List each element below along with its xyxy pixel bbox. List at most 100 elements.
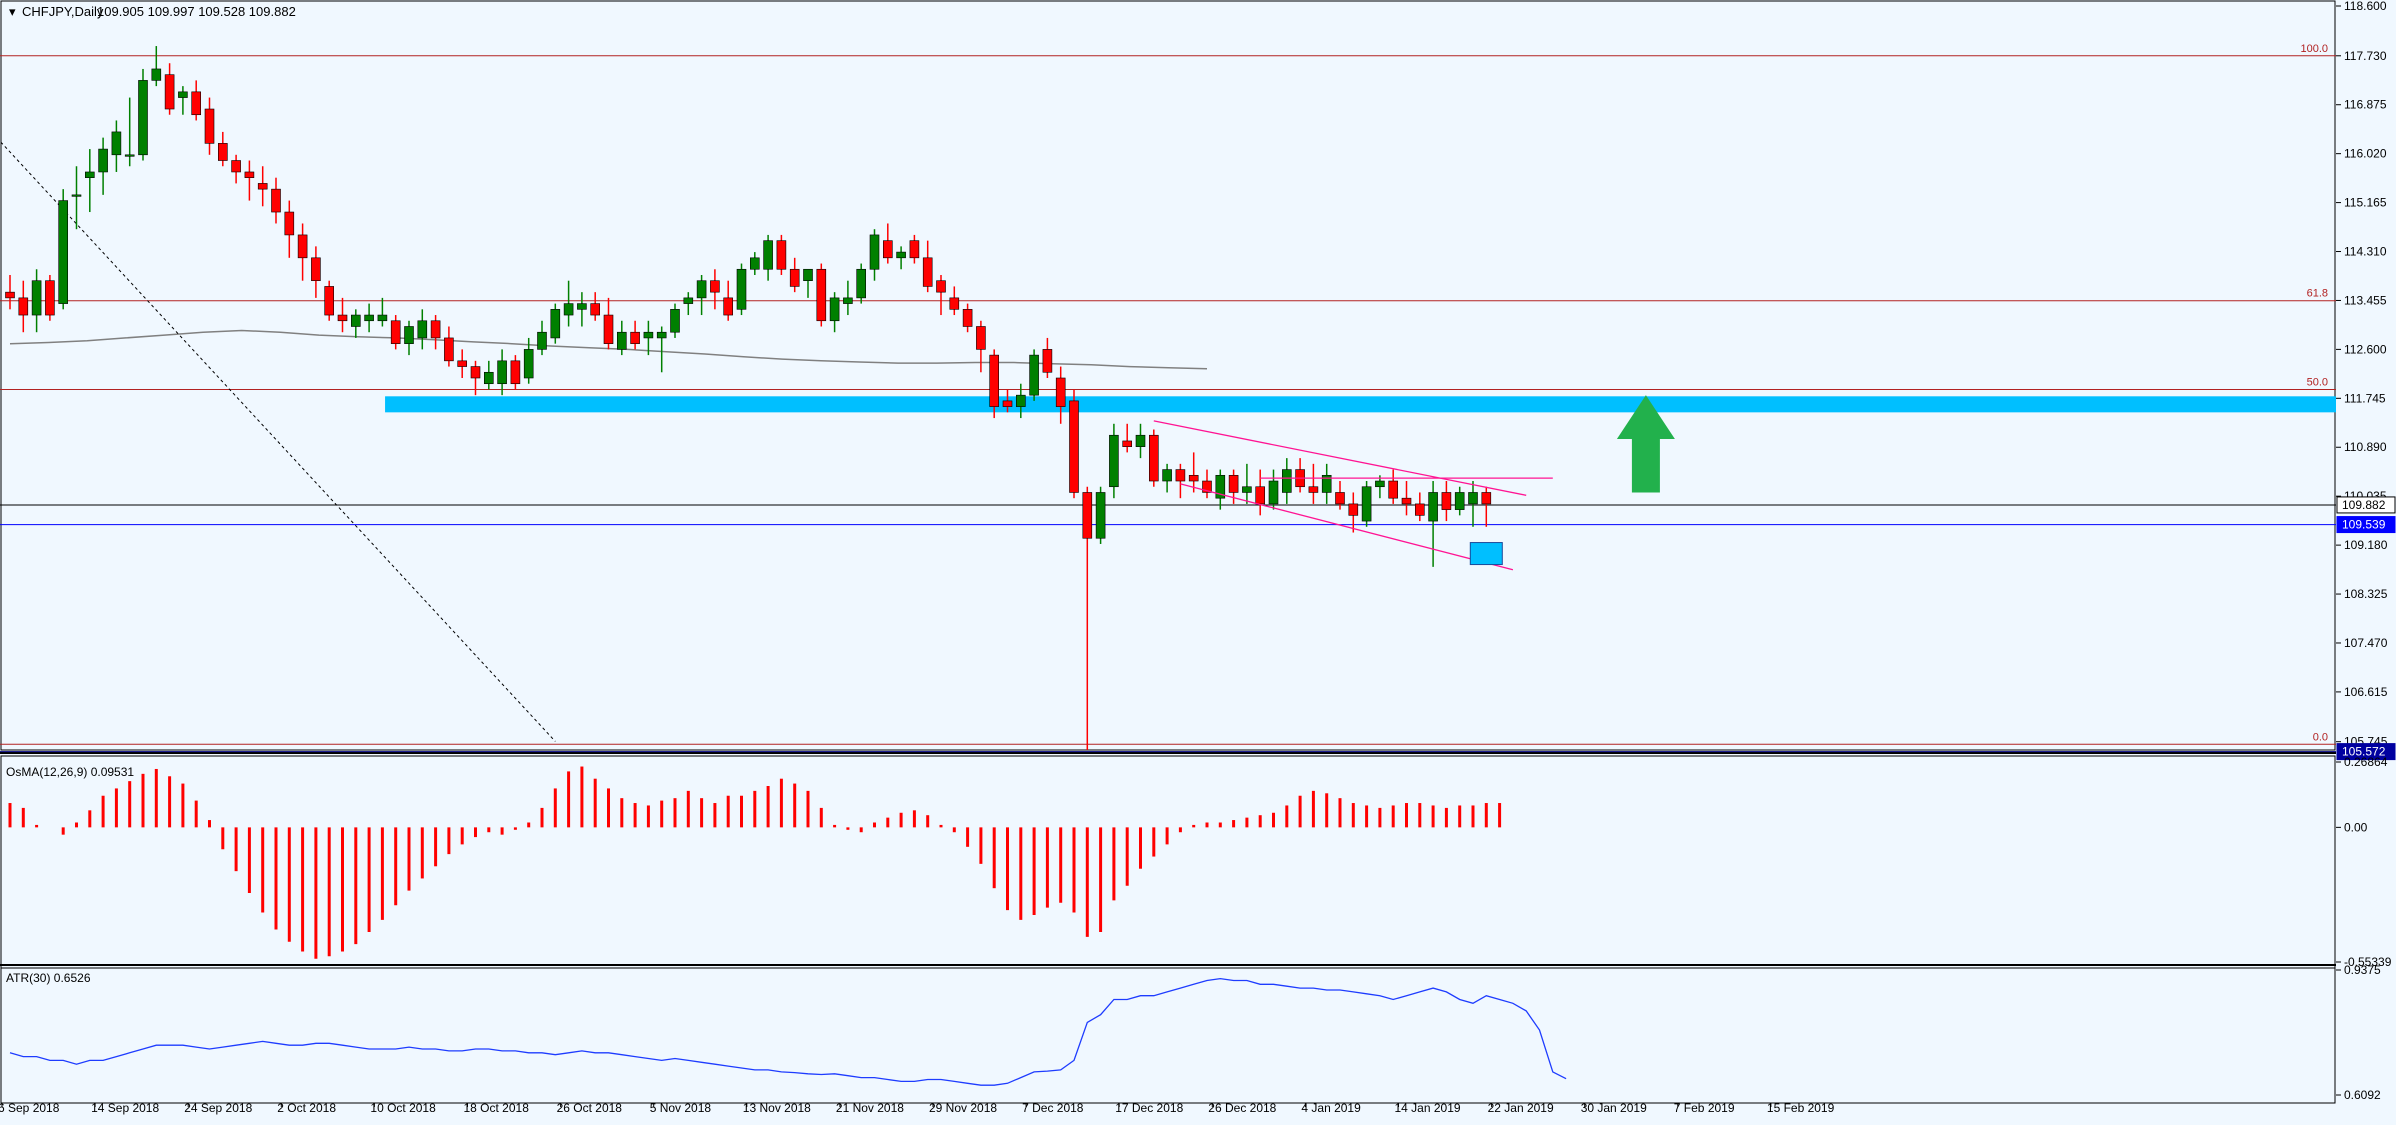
candle[interactable] (1002, 389, 1013, 413)
candle[interactable] (58, 189, 69, 310)
candle[interactable] (882, 223, 893, 264)
candle[interactable] (1268, 469, 1279, 510)
candle[interactable] (364, 303, 374, 333)
candle[interactable] (616, 320, 627, 356)
candle[interactable] (803, 268, 813, 298)
candle[interactable] (257, 166, 268, 207)
candle[interactable] (1162, 463, 1172, 493)
candle[interactable] (1321, 463, 1332, 504)
candle[interactable] (710, 269, 720, 310)
candle[interactable] (1215, 469, 1226, 510)
candle[interactable] (98, 137, 108, 195)
candle[interactable] (124, 97, 135, 167)
main-price-panel[interactable]: 118.600 117.730 116.875 116.020 115.165 114.3… (0, 0, 2396, 761)
dashed-trend-line[interactable] (0, 138, 556, 742)
candle[interactable] (350, 309, 361, 338)
candle[interactable] (510, 355, 521, 390)
candle[interactable] (909, 234, 920, 264)
candle[interactable] (1095, 486, 1106, 544)
candle[interactable] (1135, 423, 1146, 459)
candle[interactable] (178, 86, 188, 115)
candle[interactable] (723, 280, 734, 321)
candle[interactable] (869, 229, 880, 281)
candle[interactable] (577, 292, 587, 327)
candle[interactable] (949, 286, 960, 316)
candle[interactable] (231, 154, 241, 184)
candle[interactable] (457, 349, 468, 378)
candle[interactable] (1481, 486, 1492, 527)
candle[interactable] (1015, 383, 1026, 419)
candle[interactable] (550, 303, 561, 344)
candle[interactable] (989, 349, 1000, 419)
candle[interactable] (1388, 469, 1398, 504)
candle[interactable] (151, 46, 162, 87)
candle[interactable] (670, 303, 680, 338)
candle[interactable] (164, 63, 175, 115)
candle[interactable] (643, 320, 654, 356)
candle[interactable] (936, 274, 946, 316)
atr-indicator-panel[interactable]: ATR(30) 0.6526 0.9375 0.6092 (0, 963, 2381, 1104)
candle[interactable] (523, 337, 534, 384)
candle[interactable] (590, 292, 601, 321)
candle[interactable] (1348, 492, 1359, 533)
candle[interactable] (1415, 492, 1425, 522)
candle[interactable] (404, 320, 414, 356)
candle[interactable] (430, 315, 441, 350)
candle[interactable] (1042, 337, 1053, 378)
candle[interactable] (497, 349, 507, 396)
candle[interactable] (763, 234, 773, 281)
candle[interactable] (284, 200, 295, 258)
candle[interactable] (1175, 463, 1186, 499)
support-zone[interactable] (385, 396, 2336, 413)
candle[interactable] (85, 149, 95, 213)
candle[interactable] (483, 360, 494, 390)
candle[interactable] (1082, 486, 1093, 750)
candle[interactable] (1361, 481, 1372, 527)
collapse-triangle-icon[interactable]: ▾ (9, 4, 16, 19)
candle[interactable] (843, 280, 853, 316)
candle[interactable] (1441, 481, 1452, 522)
candle[interactable] (1454, 486, 1465, 516)
candle[interactable] (244, 160, 255, 201)
candle[interactable] (1029, 349, 1039, 401)
candle[interactable] (297, 223, 308, 281)
candle[interactable] (976, 320, 986, 373)
up-arrow-icon[interactable] (1616, 395, 1675, 493)
candle[interactable] (1122, 423, 1132, 453)
candle[interactable] (696, 274, 707, 316)
candle[interactable] (470, 360, 481, 396)
candle[interactable] (776, 234, 787, 275)
candle[interactable] (444, 326, 454, 367)
candle[interactable] (736, 263, 747, 316)
candle[interactable] (962, 303, 973, 333)
candle[interactable] (1069, 389, 1079, 499)
candle[interactable] (337, 297, 348, 333)
candle[interactable] (683, 292, 694, 316)
candle[interactable] (749, 252, 760, 275)
candle[interactable] (71, 166, 82, 230)
candle[interactable] (1428, 481, 1438, 567)
candle[interactable] (1375, 475, 1385, 499)
candle[interactable] (1468, 481, 1478, 527)
channel-line[interactable] (1153, 420, 1527, 496)
candle[interactable] (656, 326, 667, 373)
candle[interactable] (324, 280, 335, 321)
candle[interactable] (204, 97, 215, 155)
candle[interactable] (1109, 423, 1119, 499)
candle[interactable] (271, 177, 281, 224)
candle[interactable] (789, 257, 800, 293)
candle[interactable] (45, 274, 55, 321)
candle[interactable] (311, 246, 321, 298)
candle[interactable] (138, 68, 148, 161)
candle[interactable] (563, 280, 574, 327)
candle[interactable] (5, 274, 15, 310)
candle[interactable] (191, 80, 201, 121)
candle[interactable] (31, 269, 42, 333)
candle[interactable] (630, 320, 640, 350)
candle[interactable] (1202, 469, 1212, 499)
candle[interactable] (377, 297, 388, 327)
candle[interactable] (922, 240, 933, 293)
candle[interactable] (1242, 463, 1252, 504)
candle[interactable] (1401, 481, 1412, 516)
candle[interactable] (829, 292, 840, 333)
